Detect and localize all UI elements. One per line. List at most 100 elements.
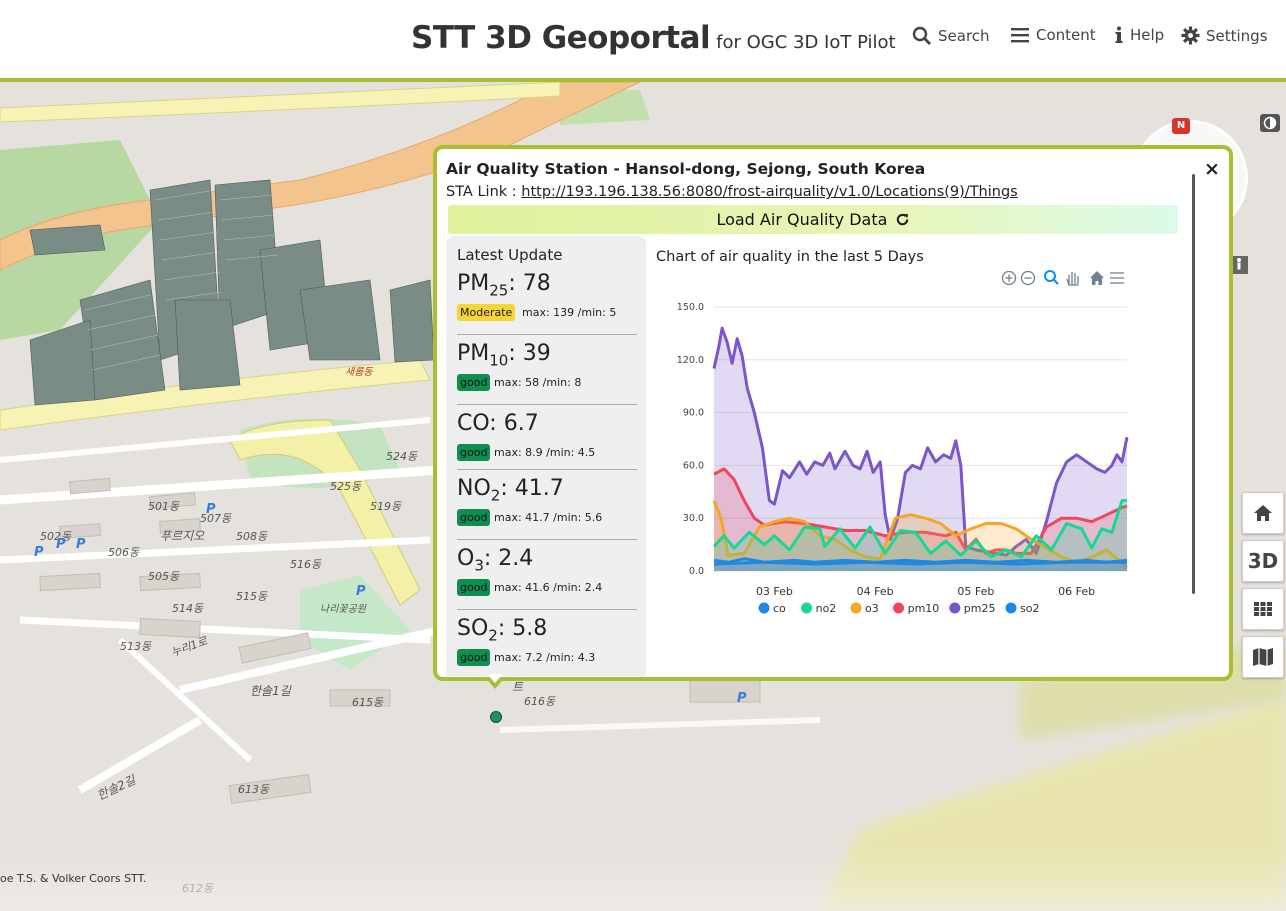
grid-icon — [1254, 602, 1272, 616]
svg-text:트: 트 — [512, 680, 524, 694]
divider — [457, 334, 637, 335]
zoom-out-icon[interactable] — [1020, 270, 1036, 286]
min-max-range: max: 41.7 /min: 5.6 — [494, 511, 603, 524]
latest-update-panel: Latest Update PM25: 78 Moderate max: 139… — [446, 236, 646, 676]
svg-text:새롬동: 새롬동 — [345, 366, 373, 378]
legend-marker-so2 — [1005, 602, 1017, 614]
svg-text:507동: 507동 — [200, 512, 232, 525]
map-icon — [1253, 648, 1273, 666]
pollutant-pm10: PM10: 39 good max: 58 /min: 8 — [457, 341, 635, 405]
divider — [457, 469, 637, 470]
chart-toolbar — [1001, 270, 1124, 286]
legend-label-pm10: pm10 — [908, 602, 940, 615]
sta-link[interactable]: http://193.196.138.56:8080/frost-airqual… — [521, 184, 1018, 200]
pollutant-name: NO2: 41.7 — [457, 476, 564, 505]
pan-icon[interactable] — [1066, 272, 1079, 286]
status-badge: good — [457, 579, 491, 596]
svg-text:615동: 615동 — [352, 696, 384, 709]
svg-text:514동: 514동 — [172, 602, 204, 615]
x-tick-label: 03 Feb — [756, 585, 793, 598]
nav-content[interactable]: Content — [1010, 26, 1096, 44]
legend-marker-no2 — [801, 602, 813, 614]
close-icon[interactable]: × — [1204, 158, 1220, 180]
person-icon — [1237, 258, 1241, 270]
sta-link-row: STA Link : http://193.196.138.56:8080/fr… — [446, 184, 1018, 200]
min-max-range: max: 58 /min: 8 — [494, 376, 582, 389]
chart-series — [712, 326, 1129, 571]
legend-label-no2: no2 — [816, 602, 837, 615]
load-button-label: Load Air Quality Data — [716, 210, 888, 229]
x-tick-label: 04 Feb — [857, 585, 894, 598]
reset-home-icon[interactable] — [1090, 271, 1104, 285]
svg-text:519동: 519동 — [370, 500, 402, 513]
svg-text:푸르지오: 푸르지오 — [160, 529, 205, 543]
x-tick-label: 05 Feb — [957, 585, 994, 598]
pollutant-name: PM10: 39 — [457, 341, 551, 370]
station-marker[interactable] — [490, 711, 502, 723]
air-quality-chart: Chart of air quality in the last 5 Days … — [652, 241, 1172, 661]
popup-scrollbar[interactable] — [1192, 174, 1195, 594]
svg-text:P: P — [34, 545, 44, 560]
chart-y-axis: 0.0 30.0 60.0 90.0 120.0 150.0 — [677, 302, 704, 577]
view-3d-button[interactable]: 3D — [1242, 540, 1284, 582]
app-title: STT 3D Geoportal for OGC 3D IoT Pilot — [411, 20, 896, 56]
svg-text:513동: 513동 — [120, 640, 152, 653]
divider — [457, 404, 637, 405]
svg-text:나리꽃공원: 나리꽃공원 — [320, 603, 367, 615]
load-air-quality-button[interactable]: Load Air Quality Data — [448, 205, 1178, 234]
legend-marker-o3 — [850, 602, 862, 614]
contrast-icon — [1263, 116, 1277, 130]
layers-grid-button[interactable] — [1242, 588, 1284, 630]
nav-help-label: Help — [1130, 26, 1165, 44]
compass-north-label: N — [1172, 118, 1190, 134]
app-header: STT 3D Geoportal for OGC 3D IoT Pilot Sea… — [0, 0, 1286, 82]
svg-text:P: P — [206, 502, 216, 517]
home-view-button[interactable] — [1242, 492, 1284, 534]
nav-search[interactable]: Search — [912, 26, 990, 46]
svg-text:P: P — [76, 537, 86, 552]
theme-toggle-button[interactable] — [1260, 114, 1280, 132]
station-popup: Air Quality Station - Hansol-dong, Sejon… — [433, 145, 1233, 681]
legend-marker-pm10 — [893, 602, 905, 614]
nav-content-label: Content — [1036, 26, 1096, 44]
y-tick-label: 30.0 — [683, 513, 704, 524]
zoom-in-icon[interactable] — [1001, 270, 1017, 286]
divider — [457, 539, 637, 540]
min-max-range: max: 41.6 /min: 2.4 — [494, 581, 603, 594]
sta-link-prefix: STA Link : — [446, 184, 522, 200]
min-max-range: max: 7.2 /min: 4.3 — [494, 651, 596, 664]
nav-settings-label: Settings — [1206, 26, 1268, 45]
svg-text:505동: 505동 — [148, 570, 180, 583]
chart-legend: co no2 o3 pm10 pm25 so2 — [758, 602, 1039, 615]
basemap-button[interactable] — [1242, 636, 1284, 678]
series-line-so2 — [713, 560, 1127, 566]
pollutant-pm25: PM25: 78 Moderate max: 139 /min: 5 — [457, 271, 635, 335]
legend-label-so2: so2 — [1020, 602, 1039, 615]
pollutant-name: CO: 6.7 — [457, 411, 539, 436]
app-title-subtitle: for OGC 3D IoT Pilot — [716, 32, 896, 53]
legend-label-o3: o3 — [865, 602, 879, 615]
status-badge: good — [457, 444, 491, 461]
series-line-pm10 — [713, 467, 1128, 555]
svg-text:한솔1길: 한솔1길 — [250, 684, 292, 698]
pollutant-co: CO: 6.7 good max: 8.9 /min: 4.5 — [457, 411, 635, 475]
svg-text:525동: 525동 — [330, 480, 362, 493]
pedestrian-mode-button[interactable] — [1230, 256, 1248, 274]
status-badge: good — [457, 509, 491, 526]
svg-text:524동: 524동 — [386, 450, 418, 463]
svg-text:P: P — [56, 537, 66, 552]
y-tick-label: 120.0 — [677, 355, 704, 366]
nav-settings[interactable]: Settings — [1181, 26, 1268, 45]
nav-help[interactable]: Help — [1114, 26, 1164, 44]
status-badge: Moderate — [457, 304, 516, 321]
legend-marker-co — [758, 602, 770, 614]
menu-icon[interactable] — [1110, 272, 1124, 284]
min-max-range: max: 8.9 /min: 4.5 — [494, 446, 596, 459]
legend-label-co: co — [773, 602, 786, 615]
nav-search-label: Search — [938, 27, 990, 45]
pollutant-name: O3: 2.4 — [457, 546, 534, 575]
svg-text:508동: 508동 — [236, 530, 268, 543]
series-area-pm10 — [714, 468, 1127, 571]
svg-text:502동: 502동 — [40, 530, 72, 543]
zoom-select-icon[interactable] — [1044, 270, 1059, 285]
